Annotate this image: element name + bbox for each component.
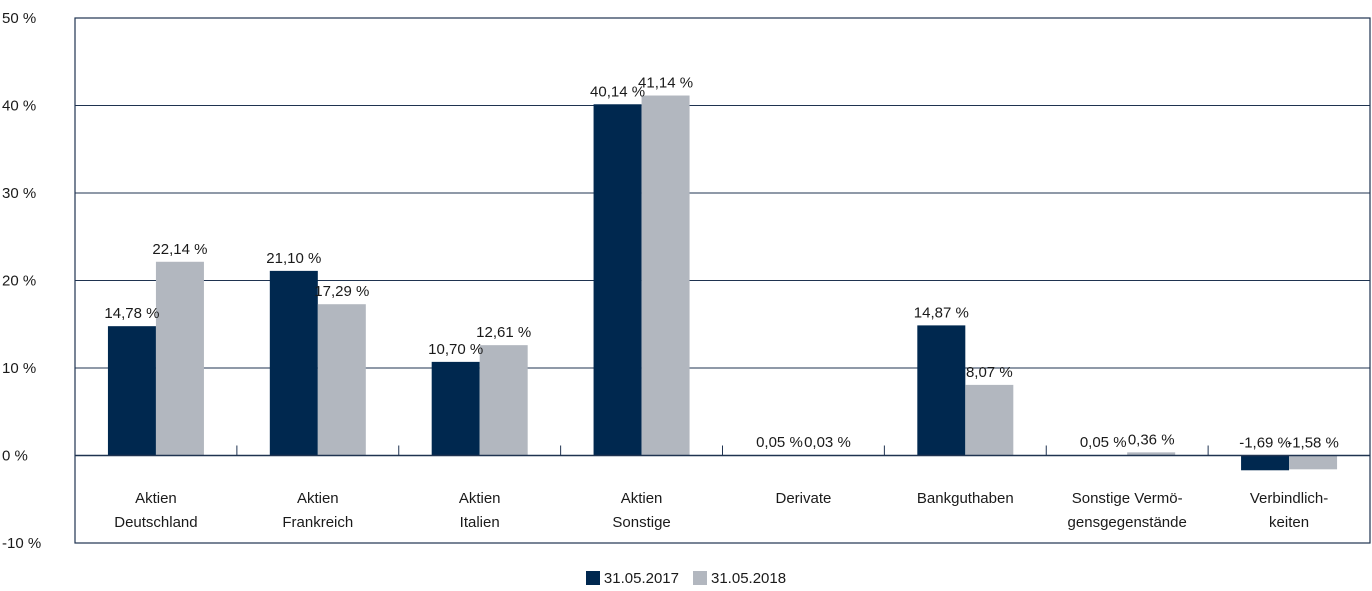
data-label-series-1: -1,69 %: [1239, 435, 1291, 452]
data-label-series-1: 14,87 %: [914, 304, 969, 321]
data-label-series-1: 21,10 %: [266, 250, 321, 267]
bars: [107, 95, 1338, 471]
y-tick-label: 0 %: [2, 448, 28, 465]
data-label-series-1: 14,78 %: [104, 305, 159, 322]
legend-label-series-2: 31.05.2018: [711, 569, 787, 587]
bar-series-1: [1241, 455, 1290, 471]
data-label-series-1: 0,05 %: [1080, 434, 1127, 451]
category-label: Aktien: [621, 490, 663, 507]
category-label: Aktien: [297, 490, 339, 507]
bar-series-2: [1289, 455, 1338, 470]
data-label-series-2: -1,58 %: [1287, 435, 1339, 452]
category-label: Sonstige Vermö-: [1072, 490, 1183, 507]
category-label: Aktien: [135, 490, 177, 507]
bar-series-1: [107, 326, 156, 456]
y-tick-label: 10 %: [2, 360, 36, 377]
category-label: Bankguthaben: [917, 490, 1014, 507]
legend: 31.05.2017 31.05.2018: [0, 566, 1372, 590]
data-label-series-1: 0,05 %: [756, 434, 803, 451]
category-label: Frankreich: [282, 514, 353, 531]
zero-axis: [75, 445, 1370, 457]
bar-series-2: [641, 95, 690, 456]
data-label-series-2: 0,36 %: [1128, 431, 1175, 448]
category-label: Aktien: [459, 490, 501, 507]
y-axis-ticks: 50 % 40 % 30 % 20 % 10 % 0 % -10 %: [2, 10, 41, 552]
data-labels: 14,78 % 21,10 % 10,70 % 40,14 % 0,05 % 14,87 …: [104, 75, 1339, 452]
data-label-series-2: 17,29 %: [314, 283, 369, 300]
legend-item-series-1: 31.05.2017: [585, 569, 679, 587]
data-label-series-1: 40,14 %: [590, 83, 645, 100]
data-label-series-2: 8,07 %: [966, 364, 1013, 381]
data-label-series-1: 10,70 %: [428, 341, 483, 358]
bar-series-2: [479, 345, 528, 456]
bar-chart: 50 % 40 % 30 % 20 % 10 % 0 % -10 % 14,78 % 21,1…: [2, 10, 1371, 552]
y-tick-label: 50 %: [2, 10, 36, 27]
bar-series-1: [269, 270, 318, 456]
y-tick-label: -10 %: [2, 535, 41, 552]
data-label-series-2: 0,03 %: [804, 434, 851, 451]
category-label: Italien: [460, 514, 500, 531]
y-tick-label: 40 %: [2, 98, 36, 115]
data-label-series-2: 12,61 %: [476, 324, 531, 341]
bar-series-2: [155, 261, 204, 456]
bar-series-1: [593, 104, 642, 456]
bar-series-2: [317, 304, 366, 456]
category-label: Sonstige: [612, 514, 670, 531]
y-tick-label: 30 %: [2, 185, 36, 202]
category-labels: Aktien Deutschland Aktien Frankreich Aktien I…: [114, 490, 1328, 531]
gridlines: [74, 17, 1371, 544]
category-label: Deutschland: [114, 514, 197, 531]
bar-series-1: [431, 361, 480, 456]
data-label-series-2: 41,14 %: [638, 75, 693, 92]
legend-swatch-series-2: [693, 571, 707, 585]
category-label: keiten: [1269, 514, 1309, 531]
y-tick-label: 20 %: [2, 273, 36, 290]
legend-label-series-1: 31.05.2017: [603, 569, 679, 587]
data-label-series-2: 22,14 %: [152, 241, 207, 258]
bar-series-2: [1127, 452, 1176, 456]
bar-series-1: [917, 325, 966, 456]
category-label: Verbindlich-: [1250, 490, 1328, 507]
category-label: gensgegenstände: [1068, 514, 1187, 531]
bar-series-2: [965, 384, 1014, 456]
legend-item-series-2: 31.05.2018: [693, 570, 786, 587]
category-label: Derivate: [776, 490, 832, 507]
legend-swatch-series-1: [585, 571, 600, 585]
